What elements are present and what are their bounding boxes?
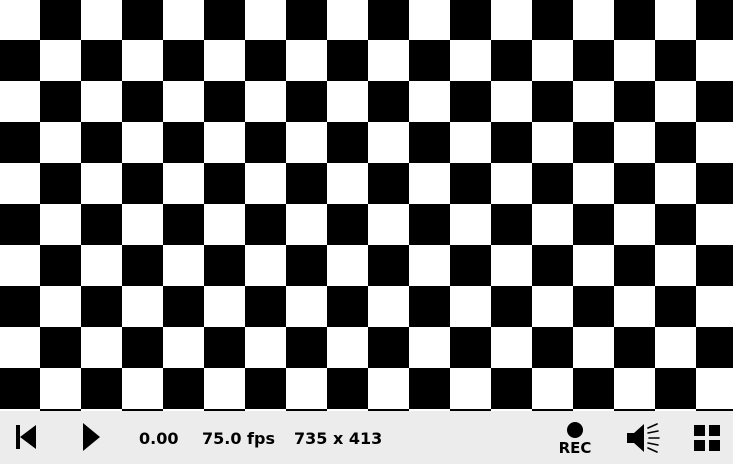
- render-canvas[interactable]: [0, 0, 733, 411]
- volume-icon: [627, 423, 660, 453]
- fps-readout: 75.0 fps: [202, 429, 275, 448]
- volume-button[interactable]: [625, 423, 661, 453]
- resolution-readout: 735 x 413: [294, 429, 383, 448]
- fullscreen-icon: [694, 425, 720, 451]
- fullscreen-button[interactable]: [694, 425, 720, 451]
- play-icon: [83, 423, 100, 451]
- rewind-icon: [16, 425, 36, 449]
- record-icon: [567, 422, 583, 438]
- record-label: REC: [558, 439, 592, 457]
- play-button[interactable]: [80, 423, 104, 451]
- rewind-button[interactable]: [14, 425, 38, 449]
- controls-bar: 0.00 75.0 fps 735 x 413 REC: [0, 411, 733, 464]
- record-button[interactable]: REC: [556, 421, 594, 457]
- time-readout: 0.00: [139, 429, 179, 448]
